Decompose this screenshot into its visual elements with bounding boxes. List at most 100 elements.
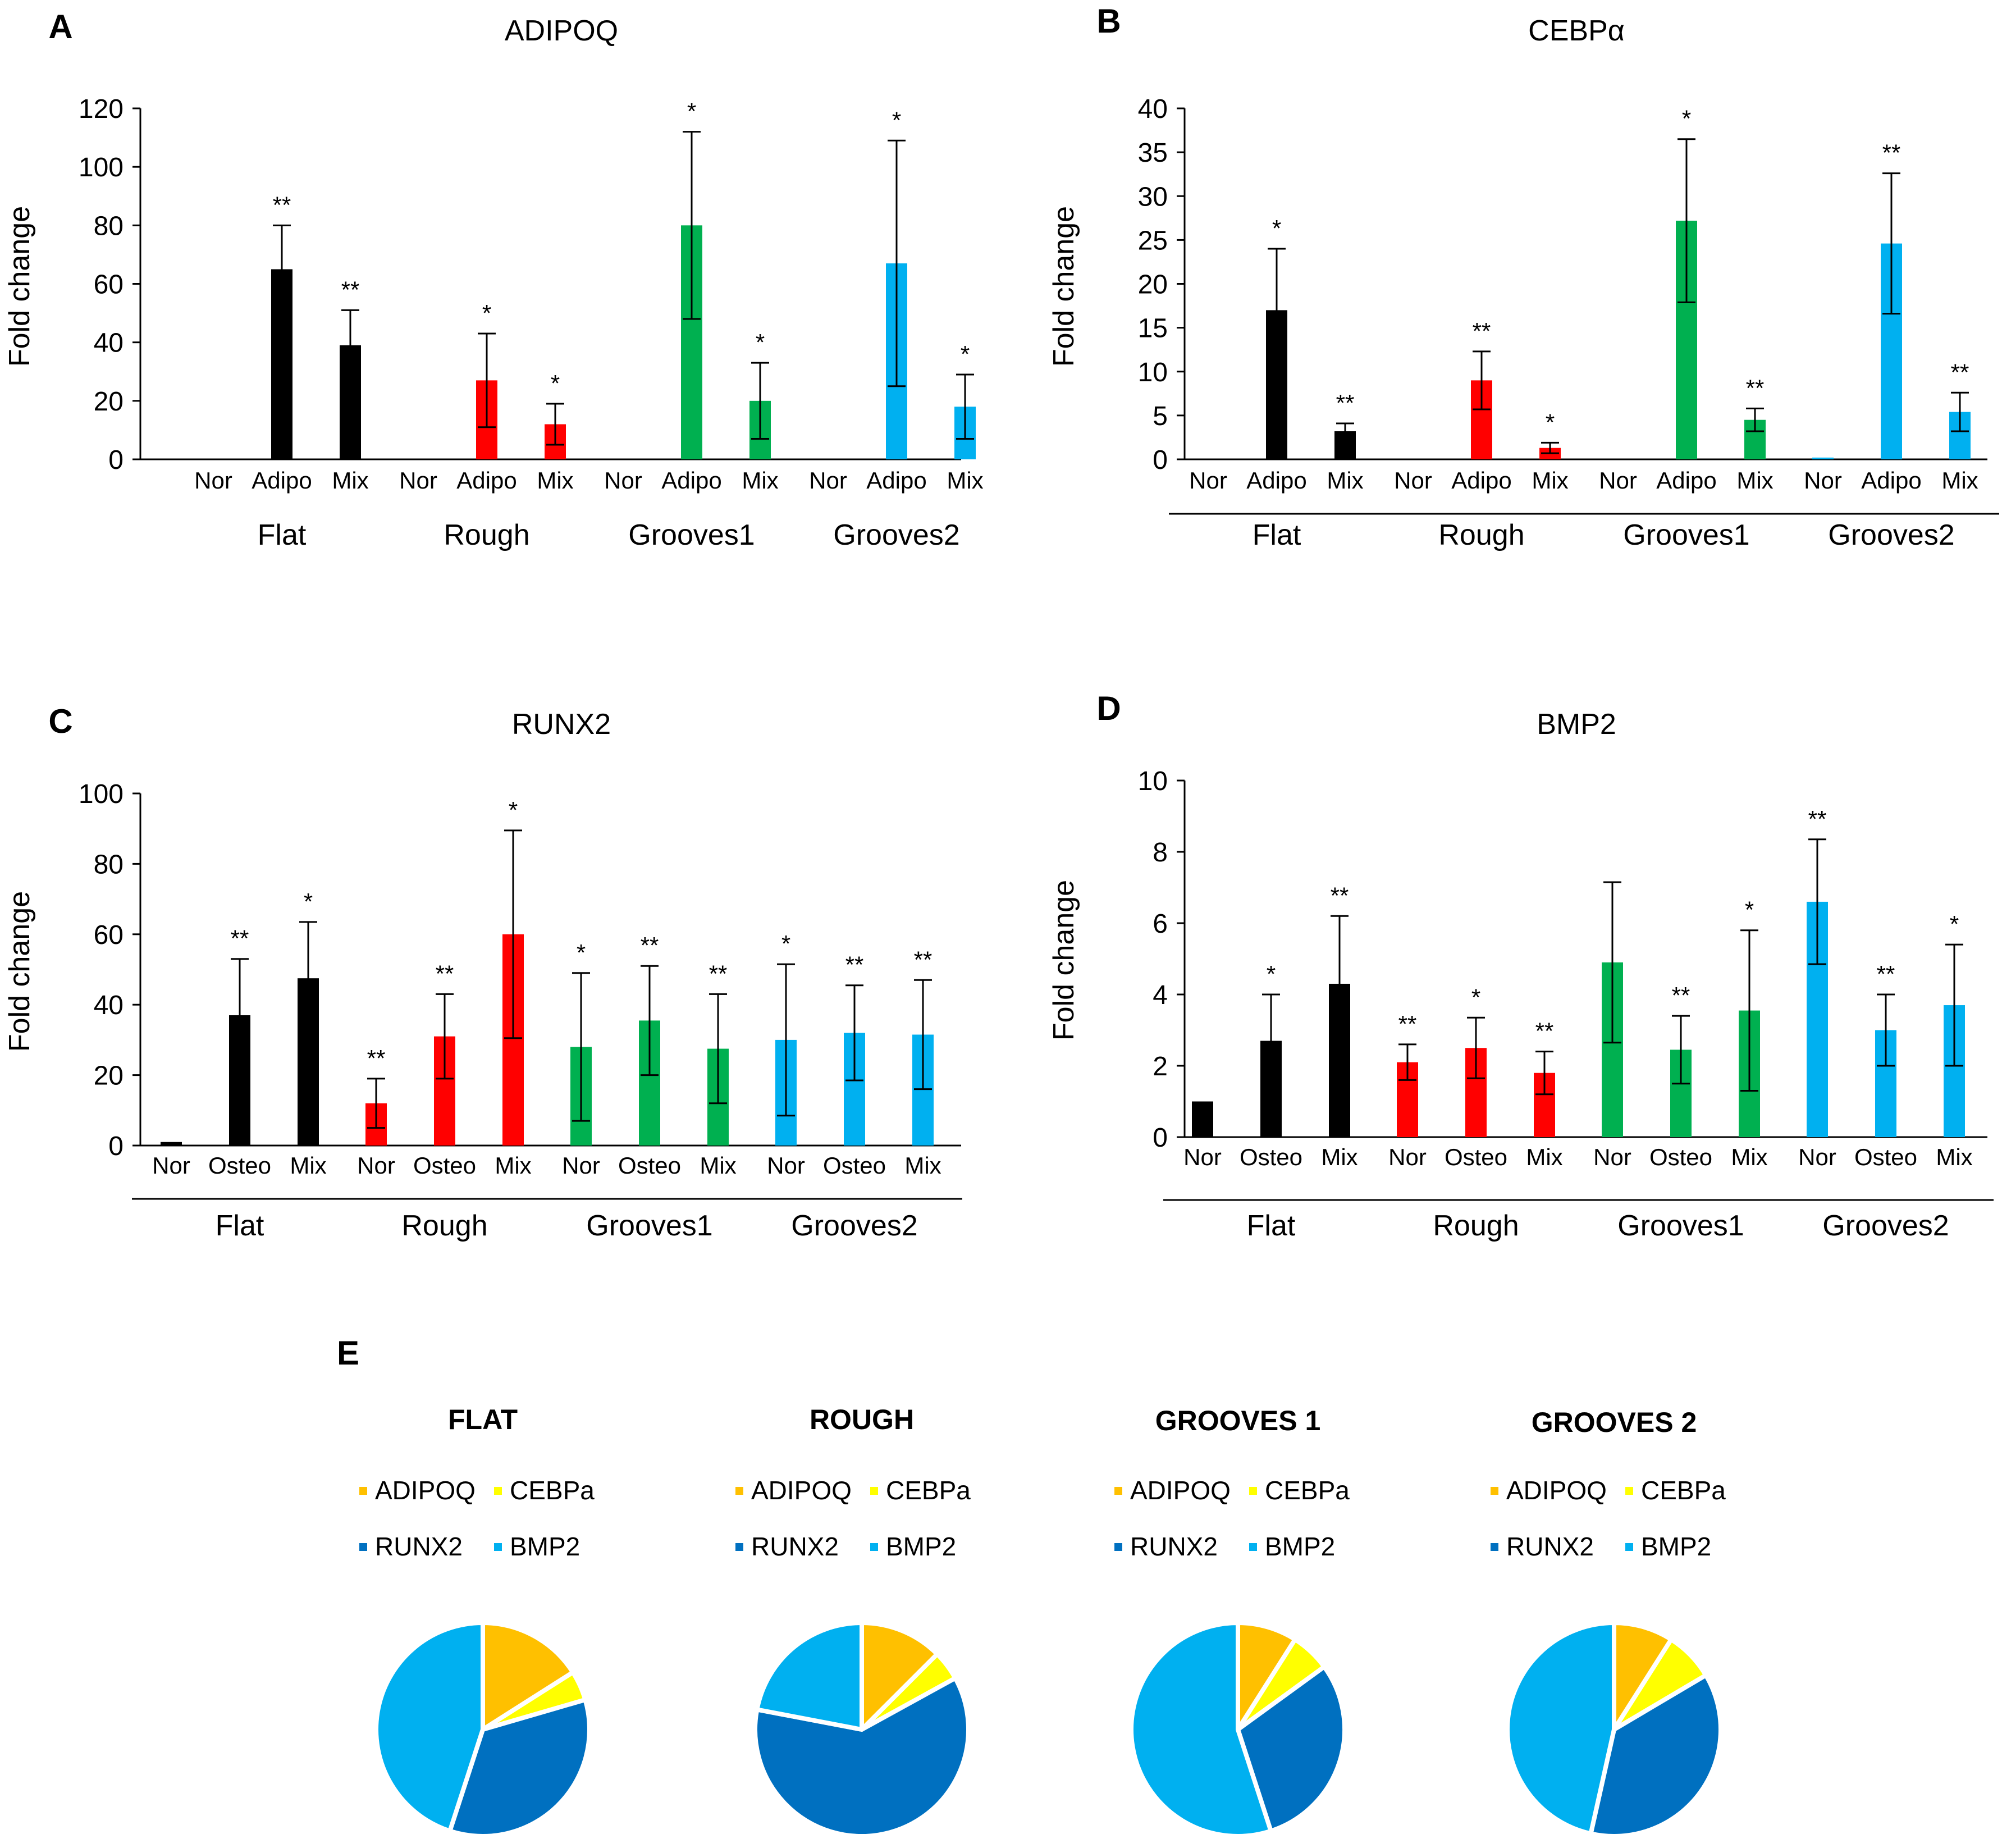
pie-rough: ROUGH ADIPOQ CEBPa RUNX2 BMP2 <box>735 1404 971 1838</box>
x-tick-label: Mix <box>290 1152 326 1179</box>
y-axis-label: Fold change <box>3 891 36 1052</box>
legend-label-cebpa: CEBPa <box>886 1476 971 1505</box>
panel-b: B CEBPα Fold change 0 5 10 15 20 25 30 35 40 Nor * Adi… <box>1048 2 1999 551</box>
x-tick-label: Mix <box>1736 467 1773 494</box>
significance-label: ** <box>1808 806 1827 832</box>
panel-letter: C <box>48 702 72 740</box>
y-tick-label: 10 <box>1138 766 1168 796</box>
pie-title: GROOVES 1 <box>1155 1405 1321 1436</box>
x-tick-label: Nor <box>1388 1144 1427 1170</box>
significance-label: * <box>961 341 970 367</box>
y-tick-label: 100 <box>79 153 124 182</box>
pie-slice-bmp2 <box>1129 1621 1273 1838</box>
legend-swatch-cebpa <box>494 1487 502 1495</box>
legend-label-cebpa: CEBPa <box>1641 1476 1726 1505</box>
significance-label: * <box>892 107 901 133</box>
group-label: Grooves2 <box>791 1210 917 1242</box>
y-axis-label: Fold change <box>1048 206 1080 367</box>
significance-label: * <box>781 930 790 957</box>
panel-letter: A <box>48 8 72 45</box>
significance-label: * <box>551 370 560 396</box>
x-tick-label: Nor <box>1593 1144 1631 1170</box>
legend-label-cebpa: CEBPa <box>510 1476 595 1505</box>
y-tick-label: 40 <box>94 328 124 358</box>
legend-label-runx2: RUNX2 <box>751 1532 839 1561</box>
x-tick-label: Nor <box>1804 467 1842 494</box>
pie-slice-runx2 <box>1236 1664 1347 1833</box>
x-tick-label: Osteo <box>1854 1144 1917 1170</box>
y-tick-label: 30 <box>1138 182 1168 212</box>
panel-e: E FLAT ADIPOQ CEBPa RUNX2 BMP2 ROUGH ADIPOQ CEBP… <box>337 1334 1726 1838</box>
chart-title: BMP2 <box>1537 708 1616 741</box>
legend-label-bmp2: BMP2 <box>1641 1532 1711 1561</box>
legend-swatch-runx2 <box>1114 1543 1122 1551</box>
x-tick-label: Nor <box>604 467 642 494</box>
y-tick-label: 0 <box>1153 1123 1168 1153</box>
x-tick-label: Mix <box>1731 1144 1767 1170</box>
significance-label: ** <box>436 960 454 987</box>
significance-label: ** <box>1336 390 1355 416</box>
pie-title: FLAT <box>448 1404 518 1435</box>
x-tick-label: Nor <box>767 1152 805 1179</box>
x-tick-label: Mix <box>700 1152 736 1179</box>
y-tick-label: 0 <box>1153 445 1168 475</box>
chart-title: ADIPOQ <box>505 15 618 47</box>
significance-label: * <box>687 98 696 125</box>
significance-label: ** <box>1331 882 1349 909</box>
x-tick-label: Mix <box>742 467 778 494</box>
legend-label-adipoq: ADIPOQ <box>1130 1476 1231 1505</box>
legend-swatch-runx2 <box>359 1543 367 1551</box>
group-label: Flat <box>1247 1210 1296 1242</box>
y-tick-label: 100 <box>79 779 124 809</box>
x-tick-label: Osteo <box>1445 1144 1507 1170</box>
x-tick-label: Adipo <box>866 467 926 494</box>
legend-swatch-adipoq <box>735 1487 743 1495</box>
panel-letter: E <box>337 1334 359 1372</box>
panel-letter: B <box>1096 2 1121 40</box>
y-tick-label: 40 <box>1138 94 1168 124</box>
significance-label: * <box>1272 215 1281 241</box>
y-axis-label: Fold change <box>1048 880 1080 1041</box>
pie-slice-bmp2 <box>755 1621 864 1732</box>
legend-swatch-cebpa <box>1625 1487 1633 1495</box>
x-tick-label: Nor <box>357 1152 395 1179</box>
panel-letter: D <box>1096 690 1121 727</box>
legend-swatch-bmp2 <box>494 1543 502 1551</box>
x-tick-label: Mix <box>537 467 573 494</box>
x-tick-label: Mix <box>1532 467 1568 494</box>
y-tick-label: 80 <box>94 850 124 879</box>
x-tick-label: Mix <box>332 467 368 494</box>
x-tick-label: Nor <box>152 1152 190 1179</box>
group-label: Rough <box>444 519 529 551</box>
significance-label: * <box>1267 961 1276 987</box>
legend-swatch-bmp2 <box>1625 1543 1633 1551</box>
group-label: Grooves1 <box>1623 519 1749 551</box>
x-tick-label: Osteo <box>618 1152 681 1179</box>
x-tick-label: Mix <box>947 467 983 494</box>
x-tick-label: Adipo <box>1656 467 1716 494</box>
significance-label: * <box>509 797 518 823</box>
significance-label: ** <box>367 1045 386 1071</box>
significance-label: * <box>756 329 765 355</box>
significance-label: ** <box>231 925 249 952</box>
y-tick-label: 120 <box>79 94 124 124</box>
significance-label: ** <box>273 191 291 218</box>
legend-label-bmp2: BMP2 <box>1265 1532 1335 1561</box>
legend-swatch-adipoq <box>359 1487 367 1495</box>
chart-title: RUNX2 <box>512 708 611 741</box>
y-tick-label: 40 <box>94 991 124 1020</box>
x-tick-label: Nor <box>809 467 847 494</box>
y-tick-label: 10 <box>1138 358 1168 387</box>
y-axis-label: Fold change <box>3 206 36 367</box>
chart-title: CEBPα <box>1528 15 1625 47</box>
significance-label: * <box>304 888 313 915</box>
x-tick-label: Osteo <box>1240 1144 1302 1170</box>
group-label: Grooves1 <box>1617 1210 1744 1242</box>
significance-label: ** <box>914 946 933 973</box>
legend-swatch-cebpa <box>870 1487 878 1495</box>
bar-flat-nor <box>161 1142 182 1146</box>
pie-slice-runx2 <box>447 1697 592 1838</box>
y-tick-label: 6 <box>1153 909 1168 939</box>
